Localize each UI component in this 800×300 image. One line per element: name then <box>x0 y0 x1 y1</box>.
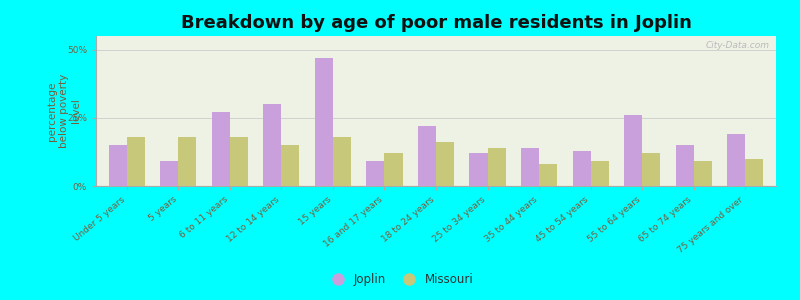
Bar <box>109 145 127 186</box>
Bar <box>590 161 609 186</box>
Bar <box>521 148 539 186</box>
Bar <box>675 145 694 186</box>
Bar <box>470 153 487 186</box>
Bar <box>385 153 402 186</box>
Bar <box>418 126 436 186</box>
Bar <box>745 159 763 186</box>
Title: Breakdown by age of poor male residents in Joplin: Breakdown by age of poor male residents … <box>181 14 691 32</box>
Bar <box>212 112 230 186</box>
Bar <box>487 148 506 186</box>
Bar <box>263 104 282 186</box>
Legend: Joplin, Missouri: Joplin, Missouri <box>322 269 478 291</box>
Bar <box>624 115 642 186</box>
Bar <box>366 161 385 186</box>
Bar <box>315 58 333 186</box>
Bar <box>727 134 745 186</box>
Bar <box>333 137 351 186</box>
Bar <box>230 137 248 186</box>
Bar <box>539 164 557 186</box>
Bar <box>436 142 454 186</box>
Bar <box>642 153 660 186</box>
Bar <box>160 161 178 186</box>
Bar <box>694 161 712 186</box>
Bar <box>178 137 197 186</box>
Bar <box>282 145 299 186</box>
Bar <box>127 137 145 186</box>
Text: City-Data.com: City-Data.com <box>706 40 770 50</box>
Bar <box>573 151 590 186</box>
Y-axis label: percentage
below poverty
level: percentage below poverty level <box>47 74 81 148</box>
